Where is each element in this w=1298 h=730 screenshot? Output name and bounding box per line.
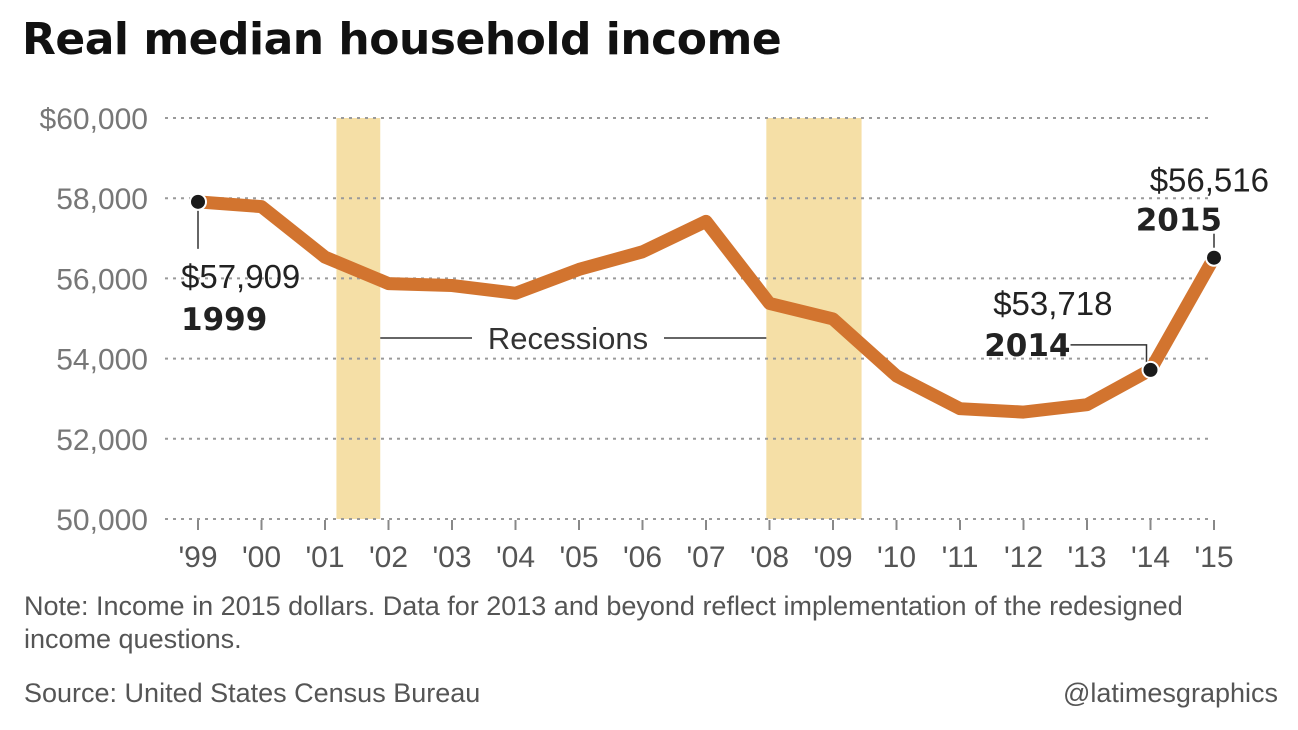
y-tick-label: 58,000 <box>56 183 148 216</box>
y-tick-label: 54,000 <box>56 344 148 377</box>
data-point-marker <box>1141 360 1160 379</box>
x-tick-label: '01 <box>305 541 344 574</box>
series-line-1 <box>197 195 1220 419</box>
x-tick-label: '06 <box>623 541 662 574</box>
x-tick-label: '12 <box>1004 541 1043 574</box>
annotation-value: $56,516 <box>1150 162 1269 199</box>
annotation-year: 2015 <box>1136 203 1222 239</box>
chart-note: Note: Income in 2015 dollars. Data for 2… <box>24 591 1183 654</box>
data-point-marker <box>189 192 207 211</box>
chart-credit[interactable]: @latimesgraphics <box>1063 678 1278 708</box>
x-tick-label: '05 <box>559 541 598 574</box>
x-tick-label: '03 <box>432 541 471 574</box>
x-tick-label: '11 <box>942 541 979 574</box>
x-tick-label: '02 <box>369 541 408 574</box>
y-tick-label: 56,000 <box>56 263 148 296</box>
annotation-value: $57,909 <box>181 258 300 295</box>
y-tick-label: $60,000 <box>40 103 148 136</box>
x-tick-label: '07 <box>686 541 725 574</box>
annotation-year: 2014 <box>984 328 1070 364</box>
recession-label: Recessions <box>488 321 648 356</box>
data-point-marker <box>1205 248 1223 267</box>
x-tick-label: '15 <box>1194 541 1233 574</box>
x-tick-label: '04 <box>496 541 535 574</box>
x-tick-label: '10 <box>877 541 916 574</box>
chart-title: Real median household income <box>22 14 782 65</box>
chart-source: Source: United States Census Bureau <box>24 678 481 708</box>
annotation-year: 1999 <box>181 302 267 338</box>
annotation-value: $53,718 <box>993 285 1112 322</box>
x-tick-label: '14 <box>1131 541 1170 574</box>
x-tick-label: '08 <box>750 541 789 574</box>
x-tick-label: '00 <box>242 541 281 574</box>
y-tick-label: 52,000 <box>56 424 148 457</box>
annotation-leader <box>1070 344 1148 365</box>
x-tick-label: '99 <box>178 541 217 574</box>
recession-band-1 <box>336 118 381 519</box>
y-tick-label: 50,000 <box>56 504 148 537</box>
x-tick-label: '09 <box>813 541 852 574</box>
x-tick-label: '13 <box>1067 541 1106 574</box>
